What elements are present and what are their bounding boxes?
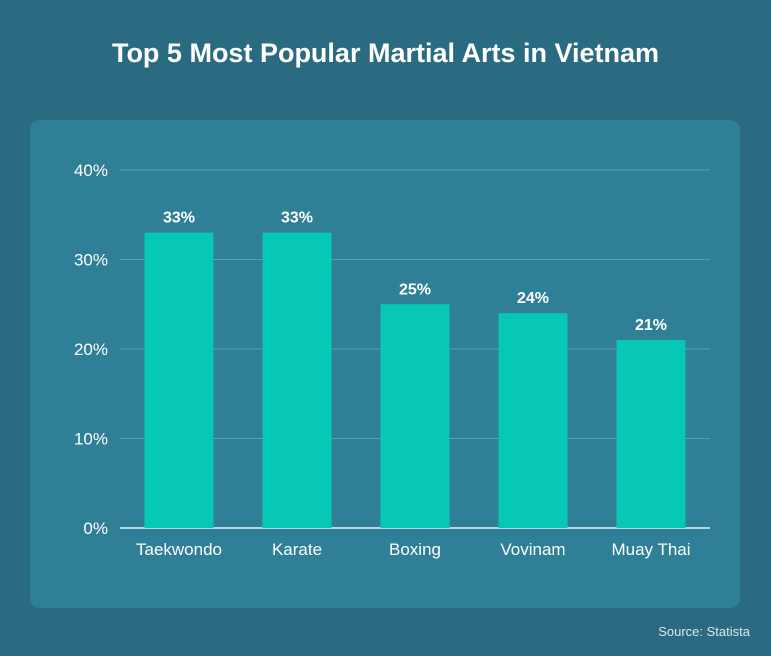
x-tick-label: Boxing: [389, 540, 441, 559]
bar-vovinam: [498, 313, 568, 528]
data-label: 24%: [517, 290, 549, 307]
bar-karate: [262, 232, 332, 528]
x-tick-label: Taekwondo: [136, 540, 222, 559]
x-tick-label: Muay Thai: [611, 540, 690, 559]
y-tick-label: 0%: [83, 519, 108, 538]
data-label: 33%: [163, 210, 195, 227]
bar-boxing: [380, 304, 450, 528]
bar-muay-thai: [616, 340, 686, 528]
y-tick-label: 10%: [74, 430, 108, 449]
x-tick-label: Vovinam: [500, 540, 565, 559]
bar-taekwondo: [144, 232, 214, 528]
source-note: Source: Statista: [658, 624, 750, 639]
chart-title: Top 5 Most Popular Martial Arts in Vietn…: [111, 38, 660, 68]
y-tick-label: 30%: [74, 251, 108, 270]
data-label: 25%: [399, 281, 431, 298]
x-tick-label: Karate: [272, 540, 322, 559]
y-tick-label: 20%: [74, 340, 108, 359]
data-label: 21%: [635, 317, 667, 334]
data-label: 33%: [281, 210, 313, 227]
y-tick-label: 40%: [74, 161, 108, 180]
